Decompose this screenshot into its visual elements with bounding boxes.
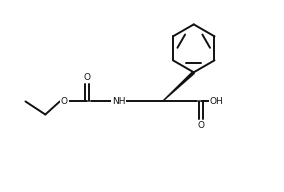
Text: NH: NH [112, 97, 126, 106]
Text: O: O [61, 97, 68, 106]
Text: O: O [197, 121, 204, 130]
Text: O: O [84, 73, 91, 82]
Polygon shape [162, 71, 195, 102]
Text: OH: OH [210, 97, 224, 106]
